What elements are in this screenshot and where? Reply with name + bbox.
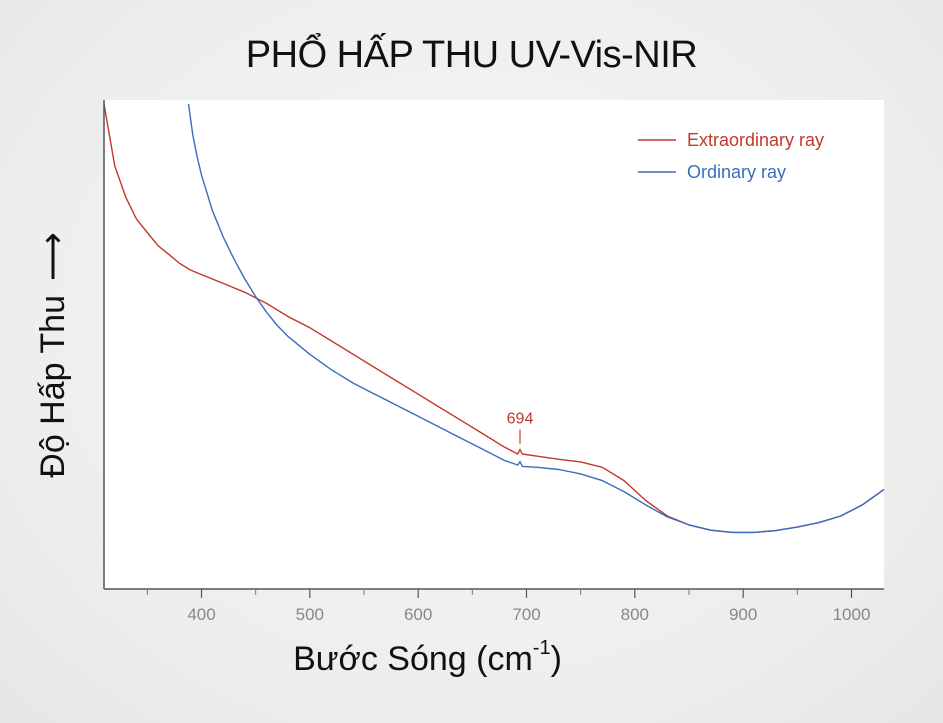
x-tick-label: 800 [621, 605, 649, 624]
x-ticks: 400 500 600 700 800 900 1000 [146, 589, 871, 624]
ordinary-ray-line [187, 103, 885, 534]
chart-title: PHỔ HẤP THU UV-Vis-NIR [245, 34, 698, 76]
x-tick-label: 900 [729, 605, 757, 624]
x-tick-label: 600 [404, 605, 432, 624]
x-tick-label: 1000 [833, 605, 871, 624]
legend-label: Extraordinary ray [687, 130, 824, 150]
plot-area [104, 100, 884, 589]
x-axis-label-close: ) [550, 640, 562, 678]
series-layer [103, 103, 885, 534]
x-axis-label-exponent: -1 [532, 636, 551, 659]
x-tick-label: 500 [296, 605, 324, 624]
x-tick-label: 700 [512, 605, 540, 624]
annotations: 694 [507, 411, 534, 444]
x-axis-label-text: Bước Sóng (cm [293, 640, 533, 678]
annotation-label: 694 [507, 411, 534, 428]
x-tick-label: 400 [187, 605, 215, 624]
x-axis-label: Bước Sóng (cm-1) [0, 636, 855, 679]
legend: Extraordinary ray Ordinary ray [638, 130, 824, 182]
legend-label: Ordinary ray [687, 162, 786, 182]
